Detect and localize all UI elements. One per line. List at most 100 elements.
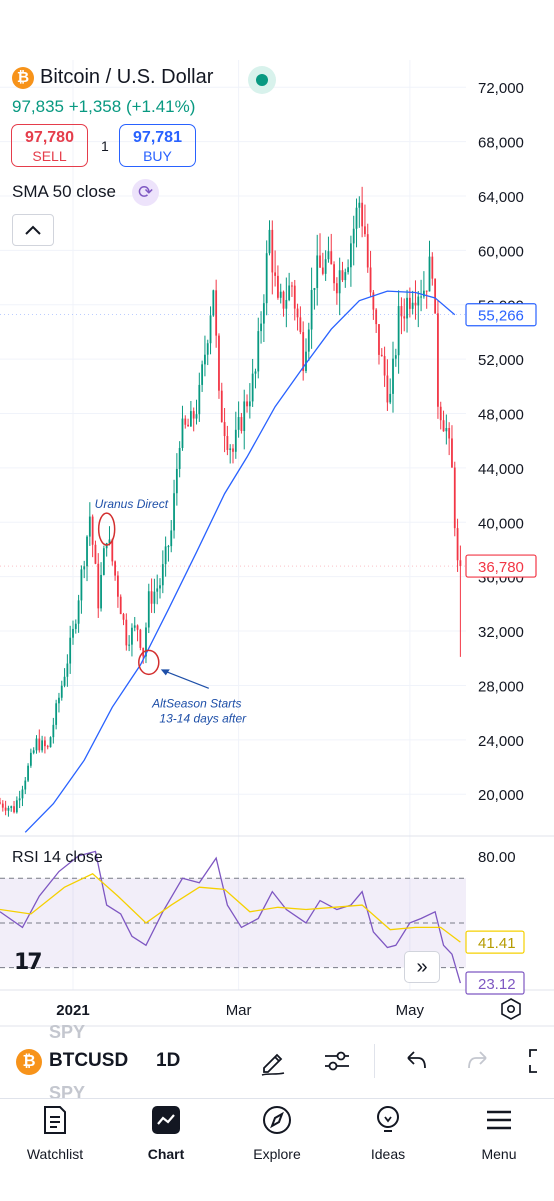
- candle: [251, 358, 254, 407]
- tab-label: Explore: [253, 1146, 301, 1162]
- candle: [220, 382, 223, 423]
- candle: [456, 518, 459, 572]
- candle: [1, 800, 4, 812]
- candle: [451, 425, 453, 468]
- svg-text:36,780: 36,780: [478, 559, 524, 576]
- market-status-icon[interactable]: [248, 66, 276, 94]
- candle: [277, 265, 279, 300]
- scroll-to-latest-button[interactable]: »: [404, 951, 440, 983]
- candle: [268, 220, 271, 256]
- interval-selector[interactable]: 1D: [156, 1050, 181, 1071]
- tab-explore[interactable]: Explore: [222, 1104, 332, 1162]
- price-tick-label: 60,000: [478, 243, 524, 260]
- candle: [442, 410, 445, 432]
- indicators-sliders-icon[interactable]: [322, 1046, 352, 1076]
- annotation-text: 13-14 days after: [159, 711, 247, 725]
- symbol-selector[interactable]: BTCUSD: [49, 1050, 129, 1071]
- candle: [74, 619, 77, 634]
- candle: [136, 624, 139, 642]
- candle: [254, 368, 257, 389]
- candle: [262, 294, 265, 342]
- candle: [307, 322, 310, 361]
- tab-menu[interactable]: Menu: [444, 1104, 554, 1162]
- ghost-symbol-above: SPY: [49, 1022, 86, 1042]
- bottom-tab-bar: [0, 1098, 554, 1201]
- candle: [218, 333, 220, 399]
- tab-chart[interactable]: Chart: [111, 1104, 221, 1162]
- candle: [38, 729, 41, 753]
- annotation-text: Uranus Direct: [95, 497, 169, 511]
- date-tick-label: Mar: [226, 1002, 252, 1019]
- symbol-title[interactable]: Bitcoin / U.S. Dollar: [40, 66, 214, 88]
- candle: [226, 425, 229, 456]
- annotation-arrowhead: [160, 669, 170, 676]
- svg-text:23.12: 23.12: [478, 976, 516, 993]
- candle: [198, 372, 201, 422]
- candle: [335, 277, 338, 305]
- order-quantity[interactable]: 1: [101, 138, 109, 154]
- candle: [319, 233, 321, 269]
- candle: [313, 287, 316, 310]
- candle: [240, 412, 243, 434]
- buy-button[interactable]: 97,781 BUY: [119, 124, 196, 167]
- candle: [296, 303, 299, 331]
- price-tick-label: 40,000: [478, 515, 524, 532]
- candle: [77, 594, 80, 633]
- price-tick-label: 52,000: [478, 352, 524, 369]
- price-change-pct: (+1.41%): [125, 97, 196, 116]
- sell-label: SELL: [32, 148, 67, 164]
- candle: [223, 408, 226, 453]
- candle: [453, 461, 456, 537]
- annotation-text: AltSeason Starts: [151, 696, 241, 710]
- svg-text:41.41: 41.41: [478, 935, 516, 952]
- candle: [257, 317, 260, 379]
- candle: [372, 289, 375, 320]
- candle: [378, 324, 380, 365]
- undo-icon[interactable]: [400, 1046, 430, 1076]
- candle: [29, 748, 32, 768]
- price-tick-label: 44,000: [478, 461, 524, 478]
- candle: [237, 401, 240, 438]
- candle: [285, 277, 288, 328]
- candle: [414, 280, 417, 320]
- candle: [80, 565, 83, 614]
- candle: [204, 335, 206, 377]
- candle: [49, 736, 52, 748]
- candle: [181, 405, 184, 451]
- candle: [439, 401, 442, 430]
- tab-ideas[interactable]: Ideas: [333, 1104, 443, 1162]
- fullscreen-icon[interactable]: [526, 1046, 554, 1076]
- candle: [122, 612, 125, 626]
- pencil-icon[interactable]: [258, 1046, 288, 1076]
- sma-indicator-label[interactable]: SMA 50 close: [12, 182, 116, 201]
- tab-label: Menu: [481, 1146, 517, 1162]
- tab-watchlist[interactable]: Watchlist: [0, 1104, 110, 1162]
- candle: [288, 272, 291, 302]
- collapse-legend-button[interactable]: [12, 214, 54, 246]
- buy-label: BUY: [143, 148, 172, 164]
- candle: [150, 578, 153, 613]
- candle: [389, 378, 392, 405]
- price-tick-label: 68,000: [478, 135, 524, 152]
- candle: [341, 261, 344, 283]
- candle: [428, 240, 431, 292]
- candle: [352, 215, 355, 266]
- annotation-arrow: [162, 669, 210, 689]
- candle: [243, 389, 246, 450]
- candle: [209, 306, 212, 355]
- toolbar-divider: [374, 1044, 375, 1078]
- candle: [206, 339, 209, 366]
- rsi-indicator-label[interactable]: RSI 14 close: [12, 849, 103, 866]
- chart-settings-icon[interactable]: [500, 998, 522, 1020]
- candle: [100, 562, 102, 612]
- candle: [32, 747, 35, 755]
- tab-label: Ideas: [370, 1146, 406, 1162]
- candle: [131, 623, 133, 657]
- date-tick-label: May: [396, 1002, 425, 1019]
- redo-icon[interactable]: [464, 1046, 494, 1076]
- price-axis-label: 55,266: [0, 303, 537, 327]
- candle: [417, 291, 420, 328]
- sell-button[interactable]: 97,780 SELL: [11, 124, 88, 167]
- candle: [431, 252, 434, 286]
